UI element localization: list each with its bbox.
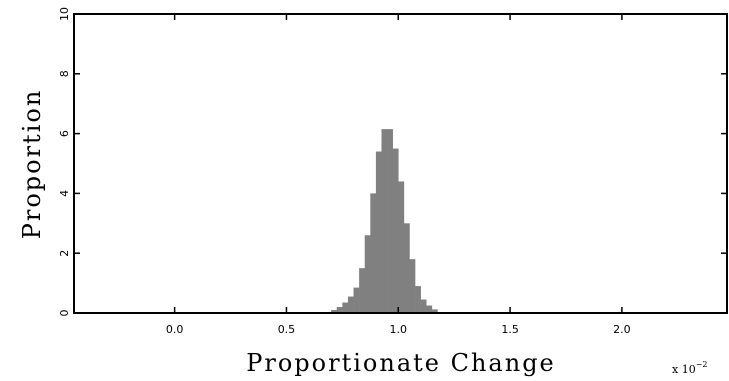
histogram-bar [370,193,377,313]
x-tick-label: 2.0 [613,323,631,336]
y-tick-label: 10 [58,7,71,21]
histogram-bar [359,268,366,313]
histogram-bar [409,259,416,313]
y-tick-label: 4 [58,190,71,197]
histogram-bar [387,129,393,313]
y-tick-label: 6 [58,130,71,137]
histogram-bar [392,148,399,313]
histogram-bar [347,296,354,313]
histogram-bar [381,129,388,313]
histogram-bar [398,181,405,313]
y-tick-label: 2 [58,250,71,257]
histogram-bar [426,305,433,313]
x-axis-ticks: 0.0 0.5 1.0 1.5 2.0 [166,14,631,336]
histogram-bar [331,310,338,313]
y-tick-label: 8 [58,70,71,77]
x-axis-scale-base: x 10 [672,363,696,376]
y-axis-title: Proportion [18,89,46,240]
x-axis-scale-exponent: −2 [696,360,708,369]
x-axis-scale-note: x 10−2 [672,360,708,376]
histogram-bar [353,287,360,313]
x-tick-label: 0.5 [278,323,296,336]
histogram-bar [431,309,438,313]
y-tick-label: 0 [58,310,71,317]
histogram-bar [420,299,427,313]
x-axis-title: Proportionate Change [246,349,556,377]
x-tick-label: 1.0 [390,323,408,336]
histogram-bar [403,223,410,313]
histogram-bars [331,129,438,313]
x-tick-label: 0.0 [166,323,184,336]
histogram-bar [375,151,382,313]
histogram-bar [415,286,421,313]
histogram-bar [342,302,349,313]
histogram-bar [364,235,371,313]
y-axis-ticks: 0 2 4 6 8 10 [58,7,727,317]
histogram-bar [336,307,343,313]
x-tick-label: 1.5 [501,323,519,336]
plot-frame [73,13,728,314]
